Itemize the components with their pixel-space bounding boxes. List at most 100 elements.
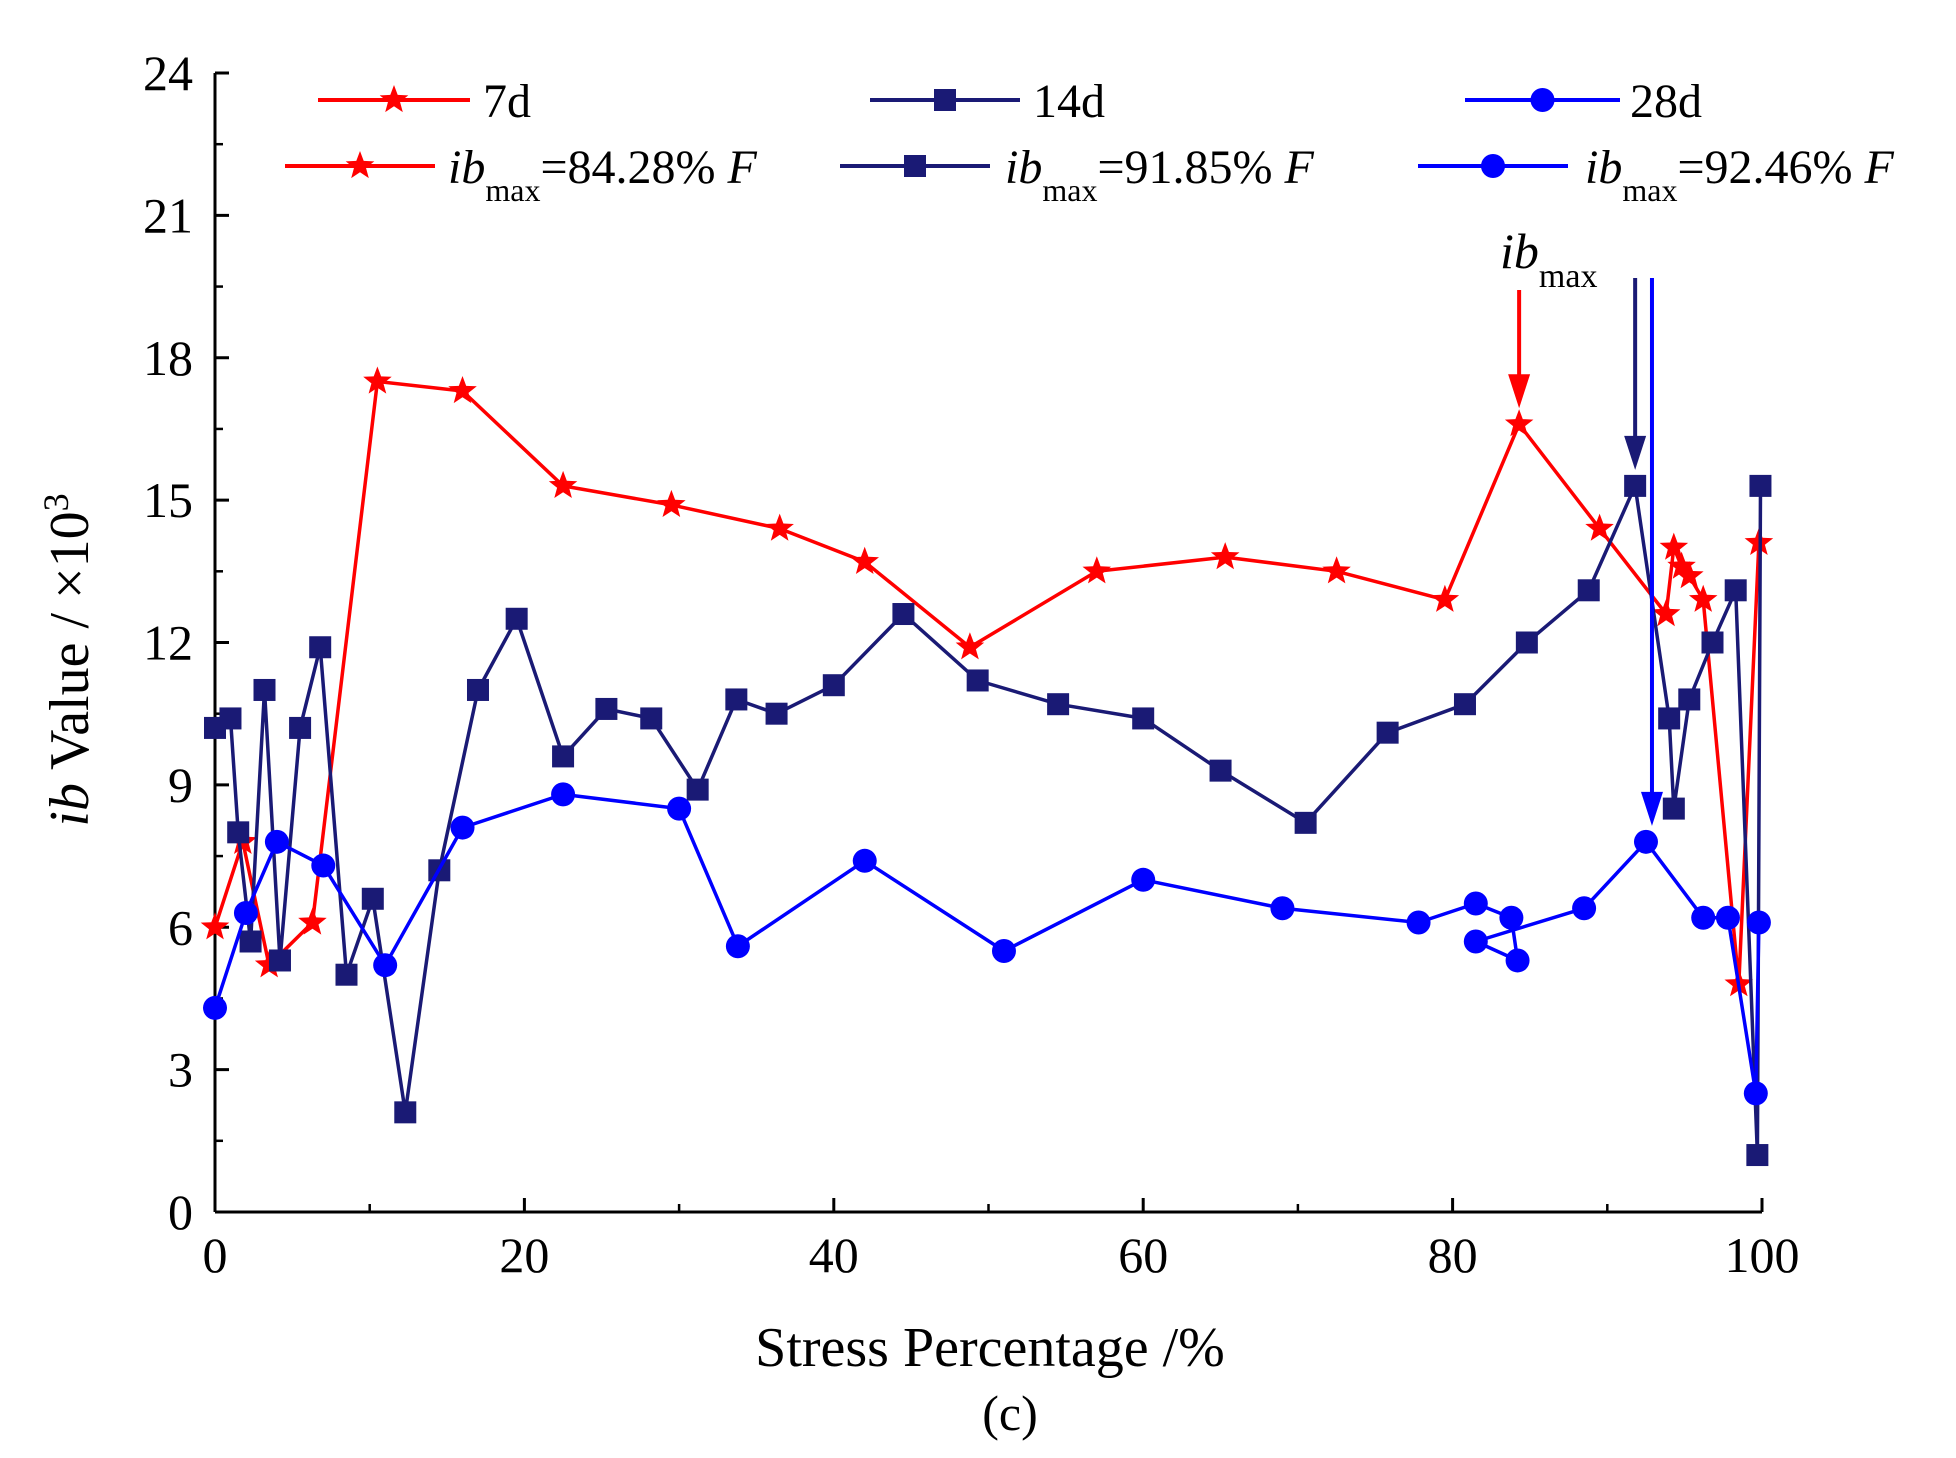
series-28d (203, 782, 1771, 1106)
data-point-14d (1724, 579, 1747, 602)
data-point-14d (1624, 474, 1647, 497)
y-tick-label: 6 (168, 899, 193, 955)
ibmax-annotation-label: ibmax (1500, 223, 1597, 295)
legend-ibmax-marker-28d (1481, 154, 1505, 178)
data-point-14d (1662, 797, 1685, 820)
legend-ibmax-marker-7d (345, 151, 375, 179)
legend-ibmax-label-14d: ibmax=91.85% F (1005, 141, 1315, 208)
data-point-7d (1675, 561, 1704, 589)
data-point-14d (309, 636, 332, 659)
data-point-14d (505, 607, 528, 630)
axes: 0 20 40 60 80 100 0 3 6 9 12 15 18 21 24 (143, 45, 1800, 1283)
data-point-14d (595, 697, 618, 720)
y-axis-title-sup: 3 (36, 493, 76, 511)
data-point-28d (551, 782, 576, 807)
legend-entry-28d: 28d (1465, 75, 1702, 128)
data-point-14d (268, 949, 291, 972)
data-point-14d (1376, 721, 1399, 744)
data-point-7d (850, 546, 879, 574)
data-point-14d (822, 674, 845, 697)
data-point-28d (852, 848, 877, 873)
data-point-14d (765, 702, 788, 725)
data-point-28d (1131, 867, 1156, 892)
data-point-14d (289, 716, 312, 739)
legend-entry-7d: 7d (318, 75, 531, 128)
data-point-14d (1701, 631, 1724, 654)
data-point-28d (1691, 905, 1716, 930)
data-point-7d (1082, 556, 1112, 584)
ibmax-arrow-7d (1508, 290, 1531, 409)
data-point-14d (1749, 474, 1772, 497)
data-point-14d (227, 821, 250, 844)
data-point-14d (361, 887, 384, 910)
annotation-layer: ibmax (1500, 223, 1663, 826)
data-point-28d (264, 829, 289, 854)
y-tick-label: 9 (168, 757, 193, 813)
data-point-7d (448, 376, 477, 404)
data-point-14d (1294, 811, 1317, 834)
data-point-7d (548, 470, 578, 498)
data-point-7d (1430, 584, 1460, 612)
data-point-7d (765, 513, 794, 541)
data-point-14d (394, 1101, 417, 1124)
y-tick-label: 15 (143, 472, 193, 528)
series-line-28d (213, 792, 1761, 1096)
data-point-28d (203, 995, 227, 1020)
data-point-28d (1746, 910, 1771, 935)
x-tick-label: 100 (1725, 1227, 1800, 1283)
y-axis-title-italic: ib (39, 783, 101, 827)
data-point-7d (1651, 599, 1681, 627)
panel-label: (c) (982, 1385, 1038, 1441)
data-point-28d (1499, 905, 1524, 930)
data-point-14d (253, 678, 276, 701)
data-point-28d (1715, 905, 1740, 930)
legend-ibmax-28d: ibmax=92.46% F (1418, 141, 1895, 208)
x-tick-label: 0 (203, 1227, 228, 1283)
data-point-14d (1047, 693, 1070, 716)
data-point-14d (725, 688, 748, 711)
series-14d (204, 474, 1772, 1167)
data-point-28d (991, 938, 1016, 963)
data-point-14d (1658, 707, 1681, 730)
data-point-7d (1667, 551, 1696, 579)
legend-entry-14d: 14d (870, 75, 1105, 128)
legend-ibmax-label-7d: ibmax=84.28% F (448, 141, 758, 208)
legend-ibmax-7d: ibmax=84.28% F (285, 141, 758, 208)
x-axis-title: Stress Percentage /% (755, 1317, 1225, 1379)
ibmax-arrow-28d (1640, 278, 1663, 826)
y-tick-label: 21 (143, 187, 193, 243)
data-point-28d (1463, 891, 1488, 916)
x-tick-label: 80 (1428, 1227, 1478, 1283)
legend-marker-7d (379, 85, 409, 113)
legend-label-14d: 14d (1033, 75, 1105, 128)
series-layer (200, 366, 1774, 1167)
y-tick-label: 12 (143, 615, 193, 671)
data-point-7d (1504, 409, 1534, 437)
data-point-14d (966, 669, 989, 692)
data-point-28d (1633, 829, 1658, 854)
data-point-14d (892, 603, 915, 626)
data-point-14d (640, 707, 663, 730)
ibmax-arrow-14d (1624, 278, 1647, 470)
legend-label-28d: 28d (1630, 75, 1702, 128)
legend-marker-28d (1530, 88, 1555, 112)
y-tick-label: 0 (168, 1184, 193, 1240)
data-point-14d (219, 707, 242, 730)
legend-label-7d: 7d (483, 75, 531, 128)
data-point-14d (1453, 693, 1476, 716)
data-point-28d (233, 901, 258, 926)
data-point-7d (1585, 513, 1614, 541)
data-point-7d (1659, 532, 1689, 560)
x-tick-label: 40 (809, 1227, 859, 1283)
data-point-14d (466, 678, 489, 701)
data-point-28d (1406, 910, 1431, 935)
data-point-14d (1577, 579, 1600, 602)
data-point-28d (725, 934, 750, 959)
data-point-28d (1505, 948, 1530, 973)
data-point-28d (1463, 929, 1488, 954)
data-point-7d (657, 489, 686, 517)
data-point-14d (335, 963, 358, 986)
data-point-14d (239, 930, 262, 953)
data-point-14d (1132, 707, 1155, 730)
